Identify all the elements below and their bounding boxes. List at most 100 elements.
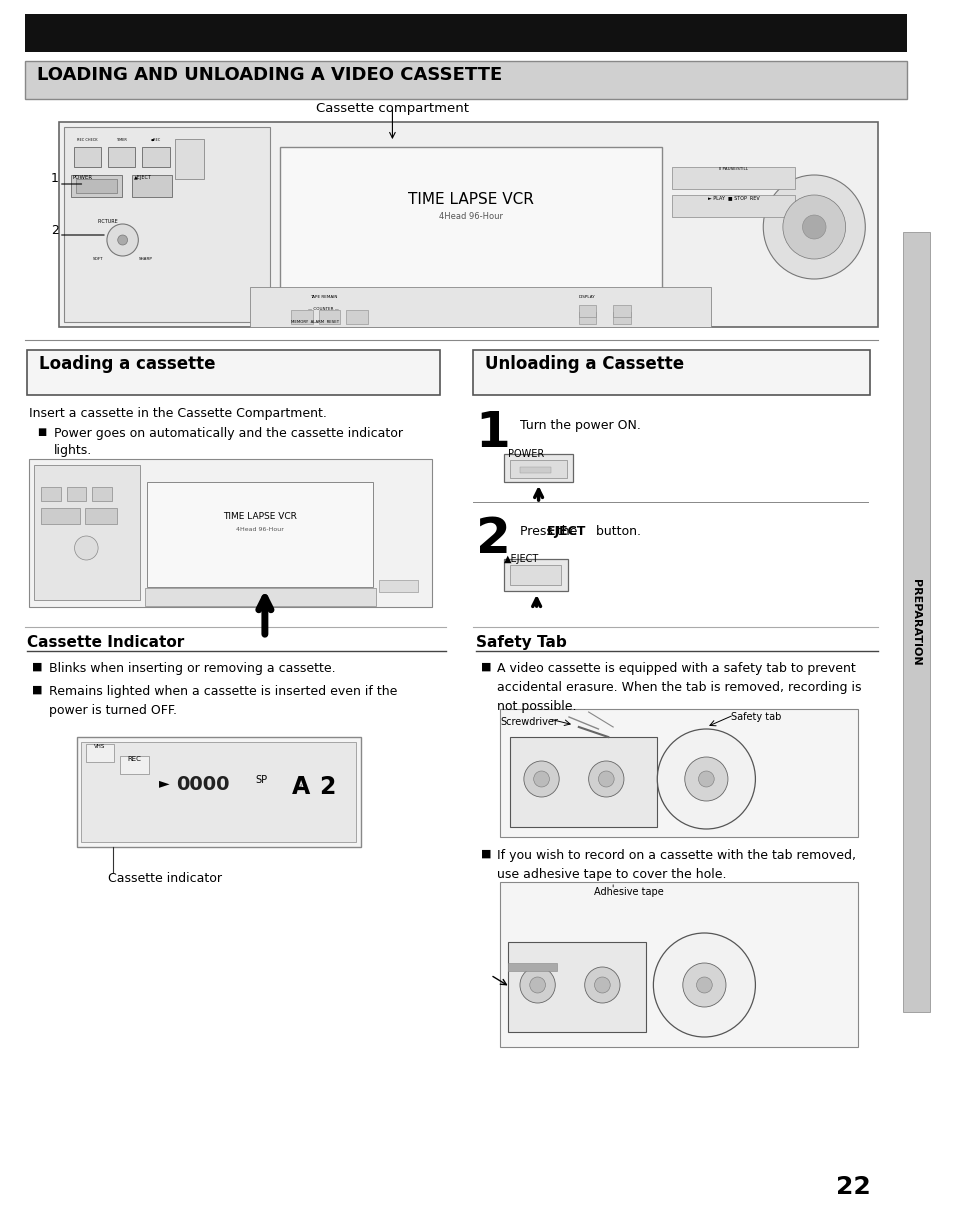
Text: VHS: VHS bbox=[94, 744, 106, 748]
Text: ■: ■ bbox=[480, 663, 491, 672]
Text: PICTURE: PICTURE bbox=[97, 218, 118, 225]
Bar bbox=[510, 460, 566, 479]
Bar bbox=[578, 306, 596, 317]
Circle shape bbox=[529, 977, 545, 993]
Bar bbox=[510, 564, 560, 585]
Text: TAPE REMAIN: TAPE REMAIN bbox=[310, 294, 337, 299]
Bar bbox=[279, 147, 661, 292]
Bar bbox=[86, 744, 113, 762]
Circle shape bbox=[117, 236, 128, 245]
Text: LOADING AND UNLOADING A VIDEO CASSETTE: LOADING AND UNLOADING A VIDEO CASSETTE bbox=[37, 66, 502, 83]
Bar bbox=[41, 487, 61, 501]
Text: 1: 1 bbox=[51, 172, 59, 185]
Circle shape bbox=[74, 536, 98, 560]
Bar bbox=[318, 310, 340, 324]
Text: POWER: POWER bbox=[508, 449, 544, 459]
Bar bbox=[504, 560, 567, 591]
Text: ■: ■ bbox=[37, 427, 47, 437]
Text: 4Head 96-Hour: 4Head 96-Hour bbox=[438, 212, 502, 221]
Bar bbox=[671, 167, 794, 189]
Circle shape bbox=[682, 963, 725, 1007]
Bar bbox=[71, 175, 122, 198]
Bar bbox=[346, 310, 368, 324]
Circle shape bbox=[519, 967, 555, 1002]
Circle shape bbox=[533, 771, 549, 787]
Bar bbox=[28, 350, 439, 395]
Text: ■: ■ bbox=[480, 849, 491, 859]
Text: SOFT: SOFT bbox=[92, 256, 103, 261]
Text: ●REC: ●REC bbox=[151, 137, 161, 142]
Text: Turn the power ON.: Turn the power ON. bbox=[519, 418, 640, 432]
Text: Safety Tab: Safety Tab bbox=[476, 636, 566, 650]
Circle shape bbox=[684, 757, 727, 801]
Text: II PAUSE/STILL: II PAUSE/STILL bbox=[719, 167, 747, 171]
Text: Cassette indicator: Cassette indicator bbox=[108, 872, 222, 885]
Text: button.: button. bbox=[591, 525, 639, 537]
Circle shape bbox=[801, 215, 825, 239]
Text: use adhesive tape to cover the hole.: use adhesive tape to cover the hole. bbox=[497, 867, 726, 881]
Text: REC CHECK: REC CHECK bbox=[77, 137, 97, 142]
Text: Blinks when inserting or removing a cassette.: Blinks when inserting or removing a cass… bbox=[49, 663, 335, 675]
Text: 2: 2 bbox=[476, 515, 510, 563]
Text: 2: 2 bbox=[318, 775, 335, 799]
Text: power is turned OFF.: power is turned OFF. bbox=[49, 704, 177, 717]
Text: Remains lighted when a cassette is inserted even if the: Remains lighted when a cassette is inser… bbox=[49, 685, 397, 698]
Text: ▲EJECT: ▲EJECT bbox=[504, 555, 539, 564]
Bar bbox=[499, 709, 858, 837]
Bar bbox=[64, 128, 270, 321]
Text: If you wish to record on a cassette with the tab removed,: If you wish to record on a cassette with… bbox=[497, 849, 856, 863]
Text: Press the: Press the bbox=[519, 525, 580, 537]
Bar bbox=[85, 508, 116, 524]
Text: Unloading a Cassette: Unloading a Cassette bbox=[484, 355, 683, 373]
Bar bbox=[34, 465, 140, 600]
Text: ► PLAY  ■ STOP  REV: ► PLAY ■ STOP REV bbox=[707, 195, 759, 200]
Bar bbox=[41, 508, 80, 524]
Bar bbox=[67, 487, 86, 501]
Text: ►: ► bbox=[159, 775, 170, 790]
Circle shape bbox=[584, 967, 619, 1002]
Bar bbox=[132, 175, 172, 198]
Bar bbox=[59, 121, 877, 328]
Text: Power goes on automatically and the cassette indicator: Power goes on automatically and the cass… bbox=[54, 427, 402, 440]
Text: Insert a cassette in the Cassette Compartment.: Insert a cassette in the Cassette Compar… bbox=[30, 407, 327, 420]
Bar bbox=[147, 482, 373, 587]
Text: 0000: 0000 bbox=[176, 775, 230, 794]
Text: not possible.: not possible. bbox=[497, 699, 577, 713]
Bar bbox=[578, 312, 596, 324]
Text: ▲EJECT: ▲EJECT bbox=[134, 175, 152, 180]
Bar bbox=[108, 147, 135, 167]
Text: TIME LAPSE VCR: TIME LAPSE VCR bbox=[223, 512, 296, 521]
Bar bbox=[378, 580, 417, 591]
Text: lights.: lights. bbox=[54, 444, 92, 456]
Bar bbox=[76, 737, 360, 847]
Circle shape bbox=[698, 771, 714, 787]
Bar bbox=[510, 737, 657, 827]
Bar bbox=[250, 287, 711, 328]
Bar bbox=[174, 139, 204, 179]
Text: DISPLAY: DISPLAY bbox=[578, 294, 595, 299]
Text: EJECT: EJECT bbox=[546, 525, 585, 537]
Text: SHARP: SHARP bbox=[138, 256, 152, 261]
Bar bbox=[119, 756, 149, 774]
Text: Cassette Indicator: Cassette Indicator bbox=[28, 636, 185, 650]
Bar bbox=[75, 179, 116, 193]
Bar bbox=[291, 310, 313, 324]
Bar bbox=[499, 882, 858, 1047]
Text: SP: SP bbox=[254, 775, 267, 785]
Circle shape bbox=[598, 771, 614, 787]
Text: Safety tab: Safety tab bbox=[730, 712, 781, 721]
Text: REC: REC bbox=[128, 756, 141, 762]
Text: Loading a cassette: Loading a cassette bbox=[39, 355, 215, 373]
Text: Screwdriver: Screwdriver bbox=[499, 717, 558, 728]
Bar bbox=[145, 588, 375, 606]
Bar bbox=[25, 61, 906, 99]
Bar bbox=[25, 13, 906, 52]
Bar bbox=[142, 147, 170, 167]
Text: PREPARATION: PREPARATION bbox=[910, 579, 921, 665]
Text: ■: ■ bbox=[32, 663, 43, 672]
Text: accidental erasure. When the tab is removed, recording is: accidental erasure. When the tab is remo… bbox=[497, 681, 861, 694]
Circle shape bbox=[107, 225, 138, 256]
Bar bbox=[613, 306, 630, 317]
Text: Cassette compartment: Cassette compartment bbox=[315, 102, 469, 115]
Bar bbox=[519, 467, 551, 472]
